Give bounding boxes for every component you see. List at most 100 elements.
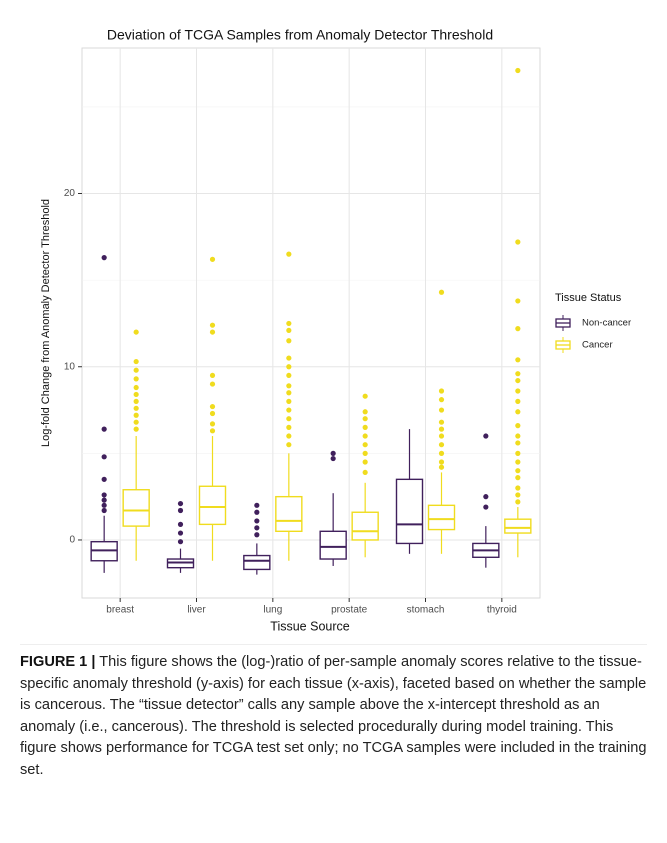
box xyxy=(243,554,271,571)
outlier xyxy=(515,450,521,456)
outlier xyxy=(209,403,216,410)
y-axis-label: Log-fold Change from Anomaly Detector Th… xyxy=(40,199,52,447)
outlier xyxy=(362,469,368,476)
outlier xyxy=(209,428,216,434)
outlier xyxy=(515,459,521,465)
outlier xyxy=(362,459,368,465)
outlier xyxy=(515,499,521,505)
y-tick-label: 0 xyxy=(69,535,75,546)
outlier xyxy=(515,468,521,474)
outlier xyxy=(362,416,368,422)
outlier xyxy=(515,423,521,429)
outlier xyxy=(254,509,260,515)
outlier xyxy=(177,507,184,514)
outlier xyxy=(286,327,292,333)
outlier xyxy=(286,383,292,389)
outlier xyxy=(101,476,107,482)
outlier xyxy=(438,426,445,432)
outlier xyxy=(133,412,139,418)
outlier xyxy=(101,502,107,508)
outlier xyxy=(177,530,184,536)
outlier xyxy=(515,485,521,491)
outlier xyxy=(438,450,445,456)
outlier xyxy=(515,357,521,363)
outlier xyxy=(362,442,368,448)
box xyxy=(198,485,227,526)
outlier xyxy=(286,372,292,379)
outlier xyxy=(515,398,521,404)
outlier xyxy=(515,67,521,74)
outlier xyxy=(438,442,445,448)
outlier xyxy=(133,329,139,335)
outlier xyxy=(483,433,489,439)
outlier xyxy=(209,322,216,328)
outlier xyxy=(286,390,292,396)
outlier xyxy=(133,426,139,432)
outlier xyxy=(209,421,216,427)
outlier xyxy=(209,372,216,379)
x-tick-label: stomach xyxy=(407,605,445,616)
outlier xyxy=(515,298,521,304)
caption: FIGURE 1 | This figure shows the (log-)r… xyxy=(20,652,652,781)
outlier xyxy=(515,475,521,481)
box xyxy=(427,504,456,531)
outlier xyxy=(254,532,260,538)
outlier xyxy=(286,355,292,361)
outlier xyxy=(133,419,139,425)
x-tick-label: liver xyxy=(187,605,206,616)
outlier xyxy=(362,433,368,439)
outlier xyxy=(133,376,139,382)
outlier xyxy=(438,459,445,465)
x-tick-label: prostate xyxy=(331,605,368,616)
outlier xyxy=(515,433,521,439)
outlier xyxy=(177,500,184,507)
outlier xyxy=(438,407,445,413)
outlier xyxy=(515,409,521,415)
caption-text: This figure shows the (log-)ratio of per… xyxy=(20,654,647,778)
outlier xyxy=(286,338,292,344)
outlier xyxy=(209,256,216,262)
outlier xyxy=(515,371,521,377)
outlier xyxy=(438,397,445,403)
box xyxy=(122,489,150,527)
outlier xyxy=(286,320,292,327)
outlier xyxy=(483,494,489,500)
outlier xyxy=(286,416,292,422)
x-tick-label: lung xyxy=(263,605,282,616)
outlier xyxy=(362,424,368,430)
outlier xyxy=(101,426,107,432)
outlier xyxy=(330,455,336,462)
y-tick-label: 10 xyxy=(64,361,76,372)
outlier xyxy=(515,388,521,394)
outlier xyxy=(101,507,107,514)
outlier xyxy=(209,381,216,387)
outlier xyxy=(362,409,368,415)
outlier xyxy=(286,251,292,257)
outlier xyxy=(254,518,260,524)
outlier xyxy=(515,326,521,332)
box xyxy=(351,511,379,541)
outlier xyxy=(101,497,107,503)
outlier xyxy=(438,419,445,425)
outlier xyxy=(133,398,139,404)
outlier xyxy=(133,391,139,398)
outlier xyxy=(133,358,139,365)
outlier xyxy=(515,239,521,245)
outlier xyxy=(515,440,521,446)
x-tick-label: breast xyxy=(106,605,134,616)
outlier xyxy=(438,289,445,295)
caption-label: FIGURE 1 | xyxy=(20,654,96,670)
outlier xyxy=(286,364,292,370)
box xyxy=(395,478,424,545)
legend-label: Cancer xyxy=(582,340,613,351)
outlier xyxy=(101,255,107,261)
outlier xyxy=(101,492,107,498)
legend-label: Non-cancer xyxy=(582,318,631,329)
box xyxy=(275,495,303,533)
plot-panel xyxy=(81,47,541,599)
outlier xyxy=(101,454,107,460)
outlier xyxy=(362,450,368,456)
outlier xyxy=(254,502,260,508)
chart: Deviation of TCGA Samples from Anomaly D… xyxy=(20,27,647,645)
outlier xyxy=(362,393,368,399)
